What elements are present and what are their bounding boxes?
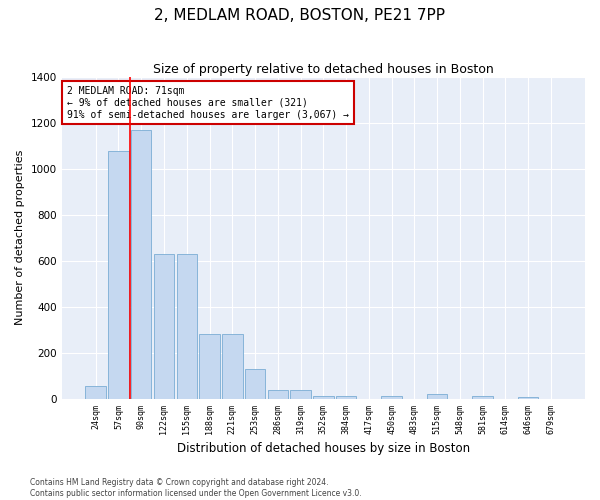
Text: Contains HM Land Registry data © Crown copyright and database right 2024.
Contai: Contains HM Land Registry data © Crown c… <box>30 478 362 498</box>
Bar <box>382 396 402 399</box>
Bar <box>85 386 106 399</box>
Text: 2 MEDLAM ROAD: 71sqm
← 9% of detached houses are smaller (321)
91% of semi-detac: 2 MEDLAM ROAD: 71sqm ← 9% of detached ho… <box>67 86 349 120</box>
Bar <box>472 396 493 399</box>
Y-axis label: Number of detached properties: Number of detached properties <box>15 150 25 326</box>
Bar <box>336 396 356 399</box>
Bar <box>176 254 197 399</box>
X-axis label: Distribution of detached houses by size in Boston: Distribution of detached houses by size … <box>177 442 470 455</box>
Bar <box>199 334 220 399</box>
Bar <box>290 390 311 399</box>
Text: 2, MEDLAM ROAD, BOSTON, PE21 7PP: 2, MEDLAM ROAD, BOSTON, PE21 7PP <box>155 8 445 22</box>
Bar <box>131 130 151 399</box>
Title: Size of property relative to detached houses in Boston: Size of property relative to detached ho… <box>153 62 494 76</box>
Bar <box>518 397 538 399</box>
Bar <box>245 369 265 399</box>
Bar <box>108 152 129 399</box>
Bar <box>222 334 242 399</box>
Bar <box>313 396 334 399</box>
Bar <box>427 394 448 399</box>
Bar <box>154 254 174 399</box>
Bar <box>268 390 288 399</box>
